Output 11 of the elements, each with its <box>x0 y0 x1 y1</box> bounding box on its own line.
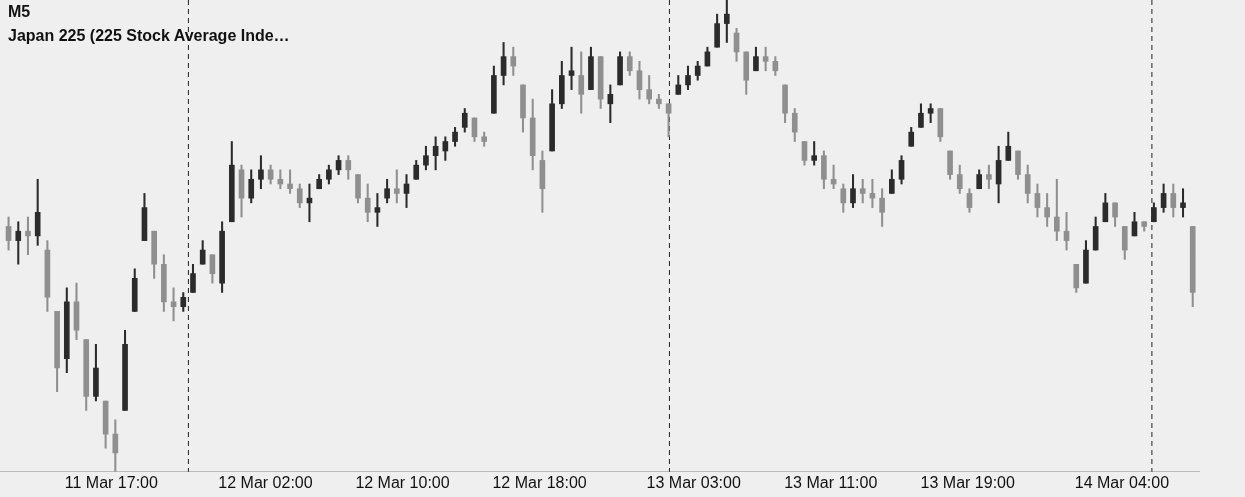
x-tick-label: 13 Mar 19:00 <box>920 473 1016 491</box>
x-tick-label: 13 Mar 11:00 <box>784 473 878 491</box>
x-tick-label: 12 Mar 02:00 <box>218 473 313 491</box>
candlestick <box>568 46 575 90</box>
chart-title: M5 <box>8 3 31 21</box>
x-tick-label: 12 Mar 18:00 <box>492 473 587 491</box>
x-tick-label: 12 Mar 10:00 <box>355 473 450 491</box>
x-tick-label: 14 Mar 04:00 <box>1074 473 1170 491</box>
text: Japan 225 (225 Stock Average Inde… <box>8 27 290 45</box>
x-tick-label: 11 Mar 17:00 <box>64 473 158 491</box>
x-tick-label: 13 Mar 03:00 <box>646 473 741 491</box>
